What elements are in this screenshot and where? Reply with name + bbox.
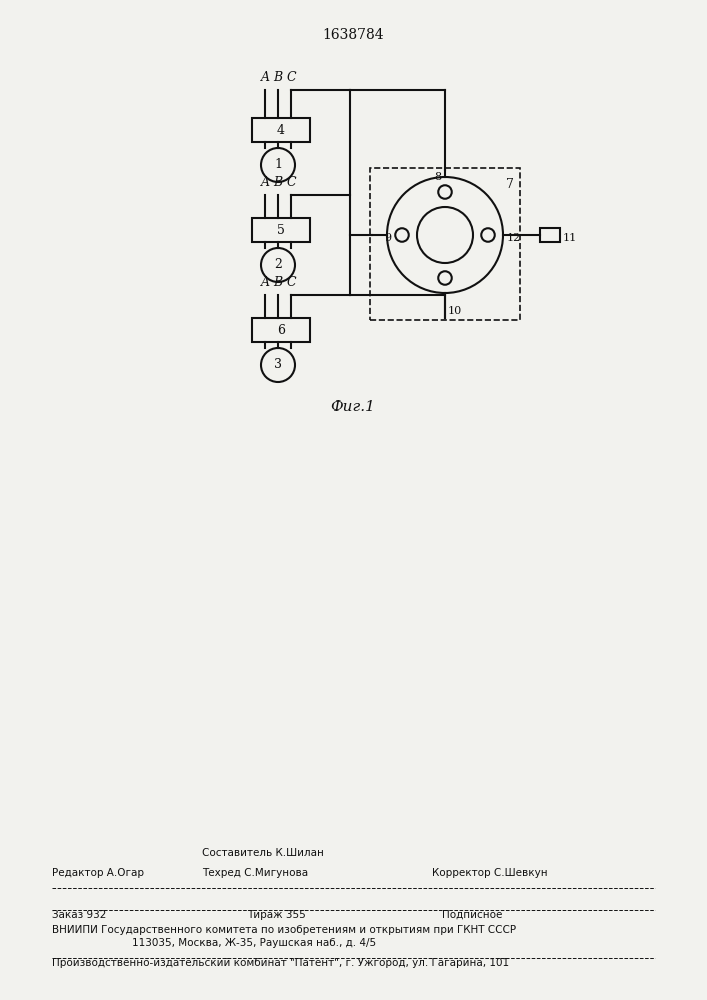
Circle shape	[261, 348, 295, 382]
Text: B: B	[274, 276, 283, 289]
Text: Составитель К.Шилан: Составитель К.Шилан	[202, 848, 324, 858]
Text: 113035, Москва, Ж-35, Раушская наб., д. 4/5: 113035, Москва, Ж-35, Раушская наб., д. …	[132, 938, 376, 948]
Text: 7: 7	[506, 178, 514, 191]
Text: A: A	[260, 71, 269, 84]
Text: 6: 6	[277, 324, 285, 336]
Text: Производственно-издательский комбинат "Патент", г. Ужгород, ул. Гагарина, 101: Производственно-издательский комбинат "П…	[52, 958, 509, 968]
Text: 8: 8	[434, 172, 441, 182]
Text: B: B	[274, 71, 283, 84]
Circle shape	[261, 248, 295, 282]
Circle shape	[261, 148, 295, 182]
Text: Заказ 932: Заказ 932	[52, 910, 106, 920]
Text: 9: 9	[384, 233, 391, 243]
Text: 1: 1	[274, 158, 282, 172]
Text: A: A	[260, 276, 269, 289]
Bar	[252, 118, 310, 142]
Text: 12: 12	[507, 233, 521, 243]
Text: 2: 2	[274, 258, 282, 271]
Text: Тираж 355: Тираж 355	[247, 910, 305, 920]
Bar	[540, 228, 560, 242]
Bar	[370, 168, 520, 320]
Circle shape	[417, 207, 473, 263]
Bar	[252, 318, 310, 342]
Text: 5: 5	[277, 224, 285, 236]
Text: Фиг.1: Фиг.1	[331, 400, 375, 414]
Text: Редактор А.Огар: Редактор А.Огар	[52, 868, 144, 878]
Text: 3: 3	[274, 359, 282, 371]
Text: Техред С.Мигунова: Техред С.Мигунова	[202, 868, 308, 878]
Circle shape	[387, 177, 503, 293]
Text: Подписное: Подписное	[442, 910, 503, 920]
Text: 10: 10	[448, 306, 462, 316]
Text: 11: 11	[563, 233, 577, 243]
Text: B: B	[274, 176, 283, 189]
Text: Корректор С.Шевкун: Корректор С.Шевкун	[432, 868, 548, 878]
Text: 4: 4	[277, 123, 285, 136]
Text: 1638784: 1638784	[322, 28, 384, 42]
Text: C: C	[286, 71, 296, 84]
Text: A: A	[260, 176, 269, 189]
Bar	[252, 218, 310, 242]
Text: ВНИИПИ Государственного комитета по изобретениям и открытиям при ГКНТ СССР: ВНИИПИ Государственного комитета по изоб…	[52, 925, 516, 935]
Text: C: C	[286, 276, 296, 289]
Text: C: C	[286, 176, 296, 189]
